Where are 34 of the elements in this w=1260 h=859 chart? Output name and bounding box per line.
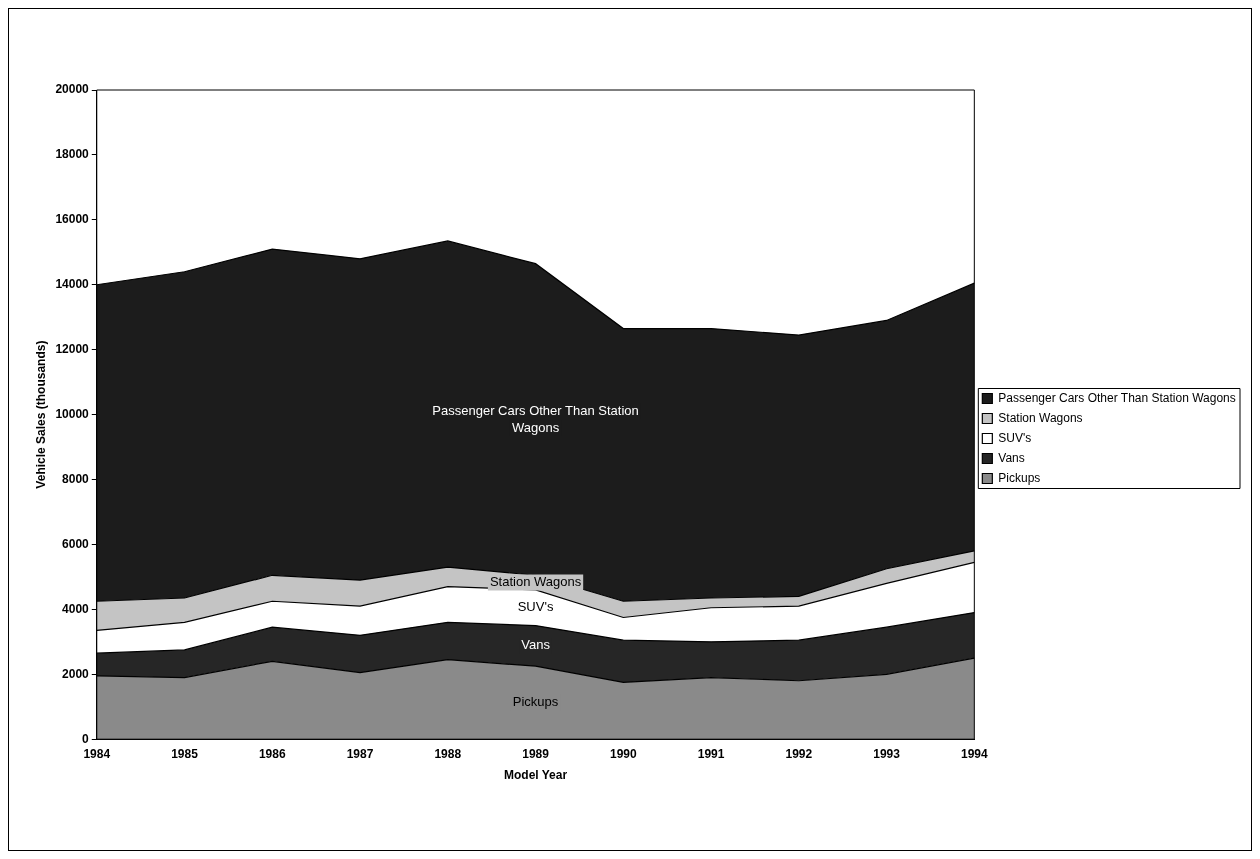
x-tick-label: 1984 [83,746,111,761]
x-axis-title: Model Year [503,768,568,783]
y-tick-label: 0 [82,731,90,746]
y-tick-label: 6000 [62,536,90,551]
x-tick-label: 1986 [258,746,286,761]
x-tick-label: 1985 [171,746,199,761]
y-tick-label: 18000 [55,147,90,162]
y-tick-label: 10000 [55,406,90,421]
x-tick-label: 1989 [522,746,550,761]
x-tick-label: 1994 [960,746,988,761]
x-tick-label: 1988 [434,746,462,761]
x-tick-label: 1987 [346,746,374,761]
x-tick-label: 1992 [785,746,813,761]
y-tick-label: 8000 [62,471,90,486]
y-tick-label: 2000 [62,666,90,681]
y-tick-label: 16000 [55,212,90,227]
y-tick-label: 4000 [62,601,90,616]
text: Vans [521,637,550,653]
text: Station Wagons [489,574,582,590]
y-tick-label: 14000 [55,277,90,292]
y-axis-title: Vehicle Sales (thousands) [33,340,48,489]
legend-label: SUV's [998,430,1032,445]
x-tick-label: 1990 [609,746,637,761]
legend-label: Vans [998,450,1025,465]
text: Pickups [512,694,559,710]
x-tick-label: 1993 [873,746,901,761]
x-tick-label: 1991 [697,746,725,761]
legend-label: Pickups [998,470,1041,485]
legend-label: Passenger Cars Other Than Station Wagons [998,390,1236,405]
legend-label: Station Wagons [998,410,1083,425]
text: SUV's [517,599,554,615]
y-tick-label: 20000 [55,82,90,97]
y-tick-label: 12000 [55,341,90,356]
text: Passenger Cars Other Than Station Wagons [432,402,639,435]
